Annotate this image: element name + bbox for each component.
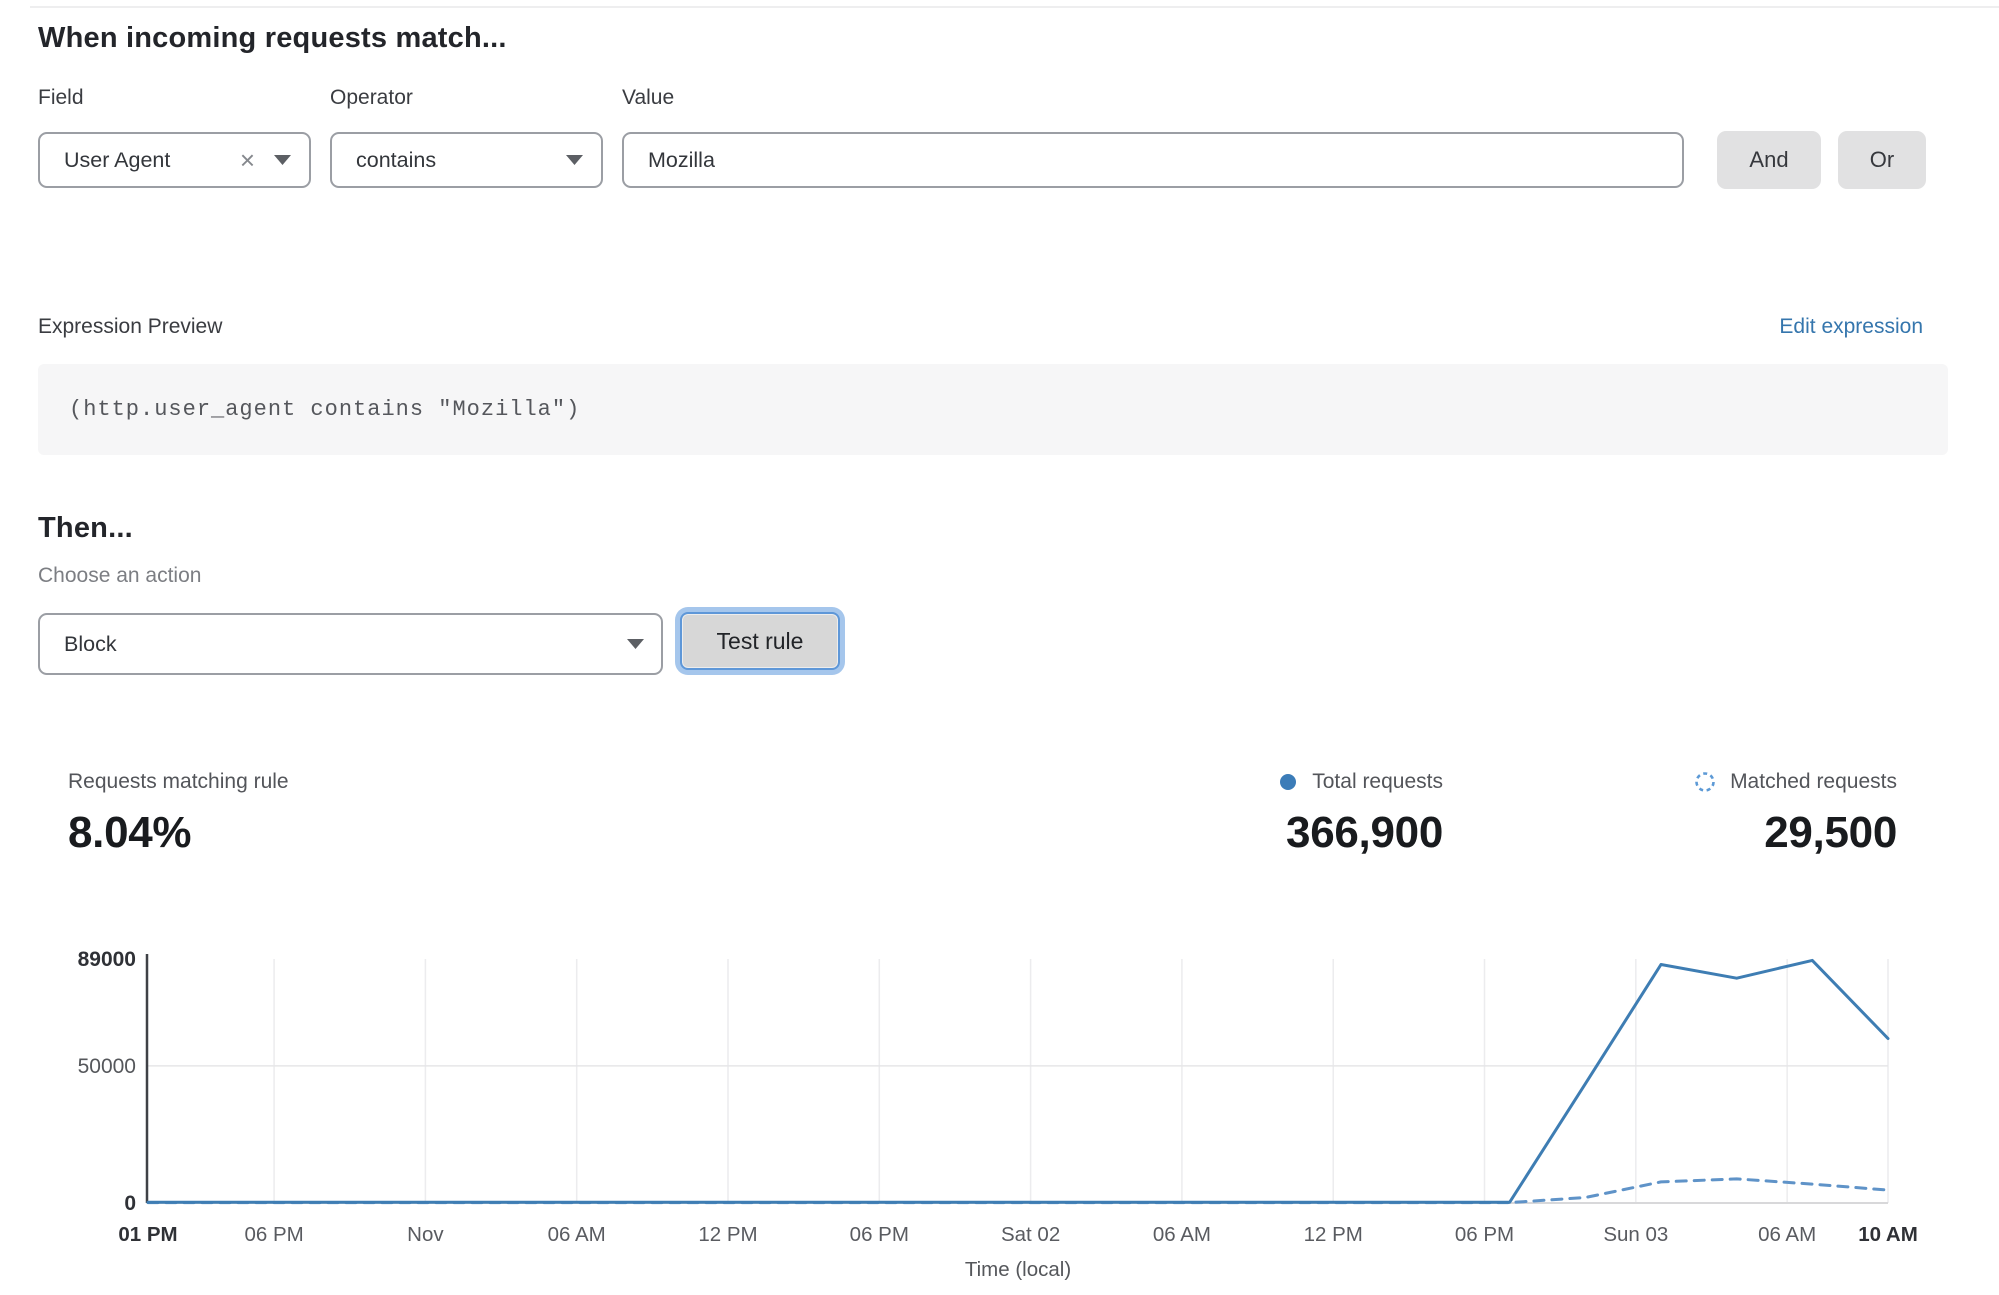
value-field-container — [622, 132, 1684, 188]
x-tick-label: Nov — [407, 1223, 444, 1246]
then-heading: Then... — [38, 512, 133, 544]
operator-selected-value: contains — [356, 147, 437, 172]
expression-code-block: (http.user_agent contains "Mozilla") — [38, 364, 1948, 455]
expression-preview-label: Expression Preview — [38, 315, 223, 338]
section-divider — [30, 6, 1999, 8]
y-tick-label: 89000 — [78, 948, 136, 971]
value-input[interactable] — [624, 134, 1682, 186]
requests-matching-label: Requests matching rule — [68, 770, 289, 793]
value-label: Value — [622, 86, 675, 109]
total-requests-stat: Total requests 366,900 — [1278, 770, 1443, 858]
x-tick-label: 10 AM — [1858, 1223, 1918, 1246]
x-tick-label: Sun 03 — [1603, 1223, 1668, 1246]
action-selected-value: Block — [64, 631, 117, 656]
x-tick-label: 06 AM — [1153, 1223, 1211, 1246]
x-tick-label: 06 PM — [1455, 1223, 1514, 1246]
total-requests-value: 366,900 — [1286, 808, 1443, 857]
expression-code: (http.user_agent contains "Mozilla") — [69, 397, 581, 422]
chevron-down-icon — [566, 155, 583, 165]
matched-requests-label: Matched requests — [1730, 770, 1897, 793]
field-label: Field — [38, 86, 84, 109]
total-requests-line — [146, 958, 1890, 1204]
edit-expression-link[interactable]: Edit expression — [1779, 315, 1923, 338]
matched-requests-line — [146, 1177, 1890, 1205]
field-selected-value: User Agent — [64, 147, 171, 172]
and-button[interactable]: And — [1717, 131, 1821, 189]
close-icon[interactable]: × — [239, 145, 255, 175]
x-tick-label: Sat 02 — [1001, 1223, 1060, 1246]
chevron-down-icon — [627, 639, 644, 649]
choose-action-label: Choose an action — [38, 564, 202, 587]
test-rule-button[interactable]: Test rule — [680, 612, 840, 670]
x-tick-label: 06 PM — [850, 1223, 909, 1246]
dashed-circle-icon — [1695, 772, 1715, 792]
matched-requests-stat: Matched requests 29,500 — [1694, 770, 1897, 858]
x-tick-label: 12 PM — [698, 1223, 757, 1246]
chevron-down-icon — [274, 155, 291, 165]
x-tick-label: 01 PM — [118, 1223, 177, 1246]
matched-requests-value: 29,500 — [1764, 808, 1897, 857]
requests-matching-stat: Requests matching rule 8.04% — [68, 770, 289, 858]
x-tick-label: 06 AM — [548, 1223, 606, 1246]
operator-label: Operator — [330, 86, 413, 109]
x-tick-label: 12 PM — [1304, 1223, 1363, 1246]
operator-select[interactable]: contains — [330, 132, 603, 188]
action-select[interactable]: Block — [38, 613, 663, 675]
x-axis-title: Time (local) — [965, 1258, 1071, 1281]
or-button[interactable]: Or — [1838, 131, 1926, 189]
total-requests-label: Total requests — [1312, 770, 1443, 793]
y-tick-label: 0 — [124, 1192, 136, 1215]
requests-matching-value: 8.04% — [68, 808, 192, 857]
field-select[interactable]: User Agent × — [38, 132, 311, 188]
solid-dot-icon — [1280, 774, 1297, 790]
page-title: When incoming requests match... — [38, 22, 507, 54]
y-tick-label: 50000 — [78, 1055, 136, 1078]
x-tick-label: 06 AM — [1758, 1223, 1816, 1246]
x-tick-label: 06 PM — [244, 1223, 303, 1246]
